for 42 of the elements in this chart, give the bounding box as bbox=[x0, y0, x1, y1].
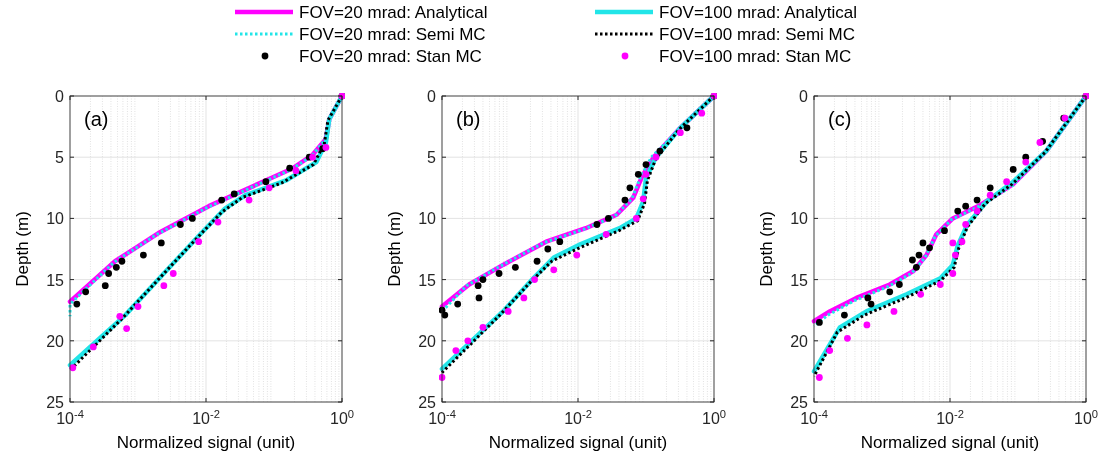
legend-label: FOV=100 mrad: Semi MC bbox=[659, 25, 856, 44]
x-tick-label: 10$^{-4}$ bbox=[56, 408, 84, 427]
y-tick-label: 10 bbox=[46, 210, 65, 228]
y-tick-label: 25 bbox=[46, 394, 65, 411]
y-axis-title: Depth (m) bbox=[13, 211, 32, 287]
y-tick-label: 0 bbox=[427, 88, 437, 105]
y-tick-label: 25 bbox=[418, 394, 437, 411]
y-axis-title: Depth (m) bbox=[757, 211, 776, 287]
x-tick-label: 10$^{0}$ bbox=[701, 408, 727, 427]
y-tick-label: 20 bbox=[46, 332, 65, 350]
x-tick-label: 10$^{-4}$ bbox=[428, 408, 456, 427]
x-axis-title: Normalized signal (unit) bbox=[116, 433, 296, 452]
y-tick-label: 10 bbox=[790, 210, 809, 228]
y-tick-label: 15 bbox=[46, 271, 65, 289]
annotation: (b) bbox=[456, 108, 481, 130]
x-tick-label: 10$^{-4}$ bbox=[800, 408, 828, 427]
x-axis-title: Normalized signal (unit) bbox=[488, 433, 668, 452]
legend-label: FOV=20 mrad: Analytical bbox=[299, 3, 488, 22]
y-tick-label: 5 bbox=[55, 149, 65, 167]
x-tick-label: 10$^{-2}$ bbox=[936, 408, 964, 427]
y-tick-label: 0 bbox=[799, 88, 809, 105]
y-tick-label: 20 bbox=[790, 332, 809, 350]
y-tick-label: 10 bbox=[418, 210, 437, 228]
x-tick-label: 10$^{-2}$ bbox=[564, 408, 592, 427]
y-tick-label: 20 bbox=[418, 332, 437, 350]
x-tick-label: 10$^{-2}$ bbox=[192, 408, 220, 427]
x-axis-title: Normalized signal (unit) bbox=[860, 433, 1040, 452]
legend-label: FOV=100 mrad: Stan MC bbox=[659, 47, 852, 66]
y-tick-label: 15 bbox=[790, 271, 809, 289]
x-tick-label: 10$^{0}$ bbox=[1073, 408, 1099, 427]
y-tick-label: 5 bbox=[427, 149, 437, 167]
legend-label: FOV=100 mrad: Analytical bbox=[659, 3, 857, 22]
y-tick-label: 0 bbox=[55, 88, 65, 105]
x-tick-label: 10$^{0}$ bbox=[329, 408, 355, 427]
y-tick-label: 25 bbox=[790, 394, 809, 411]
legend-label: FOV=20 mrad: Semi MC bbox=[299, 25, 486, 44]
annotation: (c) bbox=[828, 108, 852, 130]
legend-label: FOV=20 mrad: Stan MC bbox=[299, 47, 482, 66]
y-tick-label: 5 bbox=[799, 149, 809, 167]
y-tick-label: 15 bbox=[418, 271, 437, 289]
y-axis-title: Depth (m) bbox=[385, 211, 404, 287]
annotation: (a) bbox=[84, 108, 109, 130]
